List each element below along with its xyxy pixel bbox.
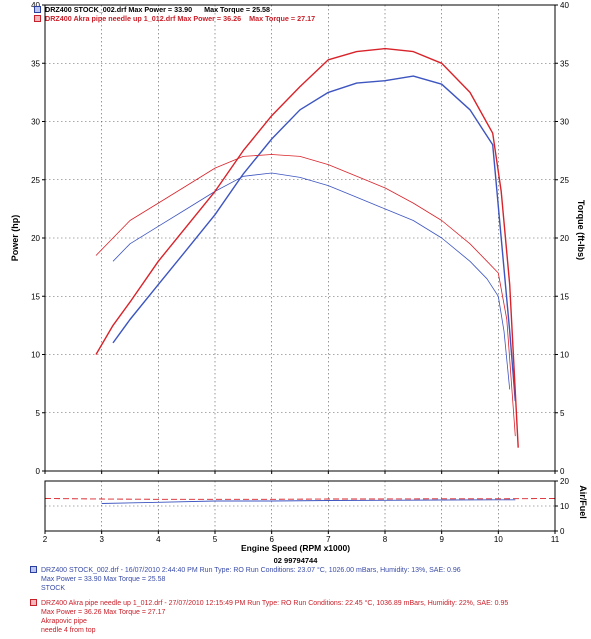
x-axis-label: Engine Speed (RPM x1000)	[240, 543, 351, 553]
main-series	[95, 47, 519, 448]
series-line-3	[95, 154, 516, 437]
tick-label-left-40: 40	[31, 1, 40, 10]
afr-series-line-0	[101, 499, 516, 504]
legend-run2-note2: needle 4 from top	[41, 627, 96, 634]
main-ticks: 0 5 10 15 20 25 30 35 40 0 5 10 15 20 25 30 35 40	[31, 1, 569, 476]
y-axis-label-airfuel: Air/Fuel	[578, 485, 588, 519]
swatch-stock	[34, 6, 41, 13]
tick-label-right-15: 15	[560, 292, 569, 301]
legend-run2-details: DRZ400 Akra pipe needle up 1_012.drf - 2…	[41, 600, 509, 607]
tick-label-right-30: 30	[560, 118, 569, 127]
legend-run2: DRZ400 Akra pipe needle up 1_012.drf - 2…	[30, 599, 508, 635]
x-tick-label-11: 11	[551, 535, 560, 544]
x-tick-label-5: 5	[213, 535, 218, 544]
tick-label-right-0: 0	[560, 467, 565, 476]
tick-label-right-5: 5	[560, 409, 565, 418]
legend-run2-note1: Akrapovic pipe	[41, 618, 87, 625]
tick-label-left-35: 35	[31, 59, 40, 68]
x-tick-label-10: 10	[494, 535, 503, 544]
dyno-id: 02 99794744	[273, 556, 318, 565]
legend-run1-details: DRZ400 STOCK_002.drf - 16/07/2010 2:44:4…	[41, 567, 461, 574]
tick-label-right-20: 20	[560, 234, 569, 243]
header-run1-max-torque: Max Torque = 25.58	[204, 5, 271, 14]
x-tick-label-6: 6	[269, 535, 274, 544]
afr-tick-label-20: 20	[560, 477, 569, 486]
y-axis-label-power: Power (hp)	[10, 215, 20, 262]
tick-label-right-10: 10	[560, 351, 569, 360]
x-tick-label-9: 9	[439, 535, 444, 544]
tick-label-left-5: 5	[36, 409, 41, 418]
tick-label-left-15: 15	[31, 292, 40, 301]
x-axis-ticks: 2 3 4 5 6 7 8 9 10 11	[43, 471, 560, 544]
afr-tick-label-0: 0	[560, 527, 565, 536]
tick-label-left-25: 25	[31, 176, 40, 185]
x-tick-label-3: 3	[99, 535, 104, 544]
x-tick-label-2: 2	[43, 535, 48, 544]
swatch-akra	[34, 15, 41, 22]
y-axis-label-torque: Torque (ft-lbs)	[576, 200, 586, 260]
tick-label-right-25: 25	[560, 176, 569, 185]
tick-label-right-40: 40	[560, 1, 569, 10]
x-tick-label-8: 8	[383, 535, 388, 544]
afr-grid	[44, 480, 556, 532]
tick-label-left-20: 20	[31, 234, 40, 243]
header-run2: DRZ400 Akra pipe needle up 1_012.drf Max…	[34, 14, 315, 23]
header-run2-file: DRZ400 Akra pipe needle up 1_012.drf	[45, 14, 176, 23]
legend-swatch-stock	[30, 566, 37, 573]
header-run1: DRZ400 STOCK_002.drf Max Power = 33.90 M…	[34, 5, 270, 14]
series-line-0	[112, 75, 516, 402]
legend-run2-max: Max Power = 36.26 Max Torque = 27.17	[41, 609, 166, 616]
header-run2-max-power: Max Power = 36.26	[177, 14, 242, 23]
header-run1-max-power: Max Power = 33.90	[128, 5, 193, 14]
legend-swatch-akra	[30, 599, 37, 606]
header-run1-file: DRZ400 STOCK_002.drf	[45, 5, 127, 14]
tick-label-left-30: 30	[31, 118, 40, 127]
header-run2-max-torque: Max Torque = 27.17	[249, 14, 316, 23]
series-line-2	[95, 47, 519, 448]
x-tick-label-7: 7	[326, 535, 331, 544]
tick-label-right-35: 35	[560, 59, 569, 68]
x-tick-label-4: 4	[156, 535, 161, 544]
afr-tick-label-10: 10	[560, 502, 569, 511]
series-line-1	[112, 172, 511, 390]
afr-series	[44, 498, 556, 504]
tick-label-left-10: 10	[31, 351, 40, 360]
legend-run1-max: Max Power = 33.90 Max Torque = 25.58	[41, 576, 166, 583]
legend-run1: DRZ400 STOCK_002.drf - 16/07/2010 2:44:4…	[30, 566, 461, 593]
tick-label-left-0: 0	[36, 467, 41, 476]
afr-series-line-1	[44, 498, 556, 500]
main-grid	[44, 4, 556, 472]
legend-run1-note: STOCK	[41, 585, 65, 592]
afr-ticks: 0 10 20	[555, 477, 569, 536]
